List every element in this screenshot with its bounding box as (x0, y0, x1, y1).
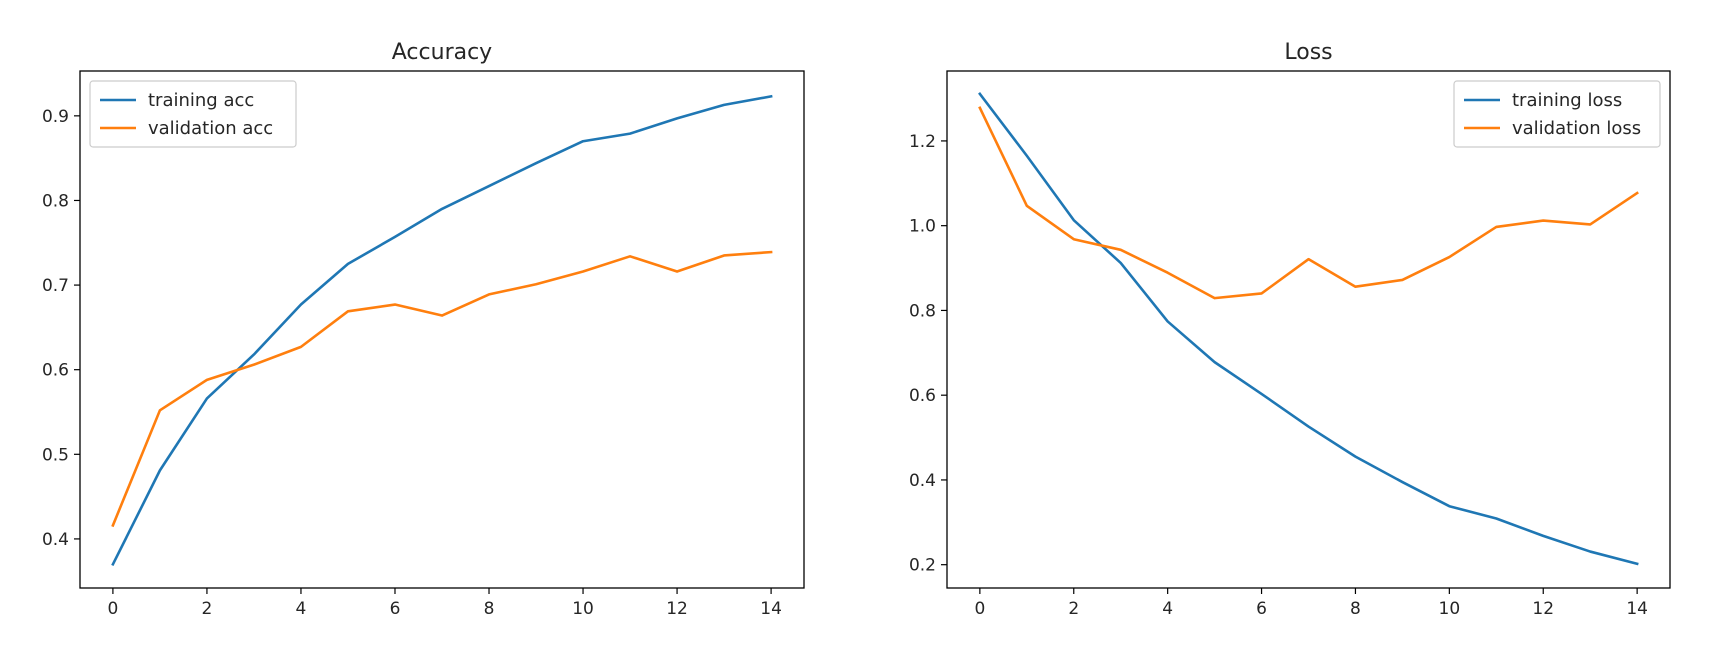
plot-area-frame (79, 70, 805, 589)
x-tick-label: 2 (1068, 599, 1079, 619)
legend-label: validation acc (148, 118, 273, 139)
legend: training loss validation loss (1453, 80, 1661, 148)
series-line-training-loss (978, 92, 1639, 566)
y-tick-label: 0.4 (42, 530, 69, 550)
y-tick-label: 0.8 (42, 191, 69, 211)
x-tick-label: 14 (1626, 599, 1648, 619)
x-tick-label: 6 (1256, 599, 1267, 619)
loss-chart: Loss 0 2 4 6 8 10 12 14 0.2 0.4 0.6 0.8 1.0 1.2 trainin… (909, 40, 1671, 619)
legend-label: training loss (1512, 90, 1622, 111)
accuracy-chart: Accuracy 0 2 4 6 8 10 12 14 0.4 0.5 0.6 0.7 0.8 0.9 tra… (42, 40, 805, 619)
chart-title: Accuracy (392, 40, 492, 65)
y-tick-label: 0.4 (909, 471, 936, 491)
y-tick-label: 0.9 (42, 107, 69, 127)
x-tick-label: 14 (760, 599, 782, 619)
legend-box (89, 80, 297, 148)
y-tick-label: 0.6 (42, 361, 69, 381)
series-line-validation-acc (111, 250, 773, 528)
legend-box (1453, 80, 1661, 148)
x-tick-label: 0 (107, 599, 118, 619)
x-tick-label: 4 (296, 599, 307, 619)
chart-title: Loss (1284, 40, 1332, 65)
x-tick-label: 6 (390, 599, 401, 619)
series-line-training-acc (111, 94, 773, 567)
legend-label: training acc (148, 90, 254, 111)
x-tick-label: 12 (1532, 599, 1554, 619)
y-tick-label: 0.2 (909, 556, 936, 576)
x-tick-label: 10 (1439, 599, 1461, 619)
y-tick-label: 0.5 (42, 445, 69, 465)
x-tick-label: 0 (974, 599, 985, 619)
y-tick-label: 1.0 (909, 217, 936, 237)
x-tick-label: 4 (1162, 599, 1173, 619)
x-tick-label: 2 (202, 599, 213, 619)
legend: training acc validation acc (89, 80, 297, 148)
x-tick-label: 8 (1350, 599, 1361, 619)
x-tick-label: 10 (572, 599, 594, 619)
legend-label: validation loss (1512, 118, 1641, 139)
y-tick-label: 0.7 (42, 276, 69, 296)
x-tick-label: 8 (484, 599, 495, 619)
y-tick-label: 0.8 (909, 301, 936, 321)
plot-area-frame (946, 70, 1671, 589)
y-tick-label: 1.2 (909, 132, 936, 152)
y-tick-label: 0.6 (909, 386, 936, 406)
x-tick-label: 12 (666, 599, 688, 619)
series-line-validation-loss (978, 106, 1639, 300)
